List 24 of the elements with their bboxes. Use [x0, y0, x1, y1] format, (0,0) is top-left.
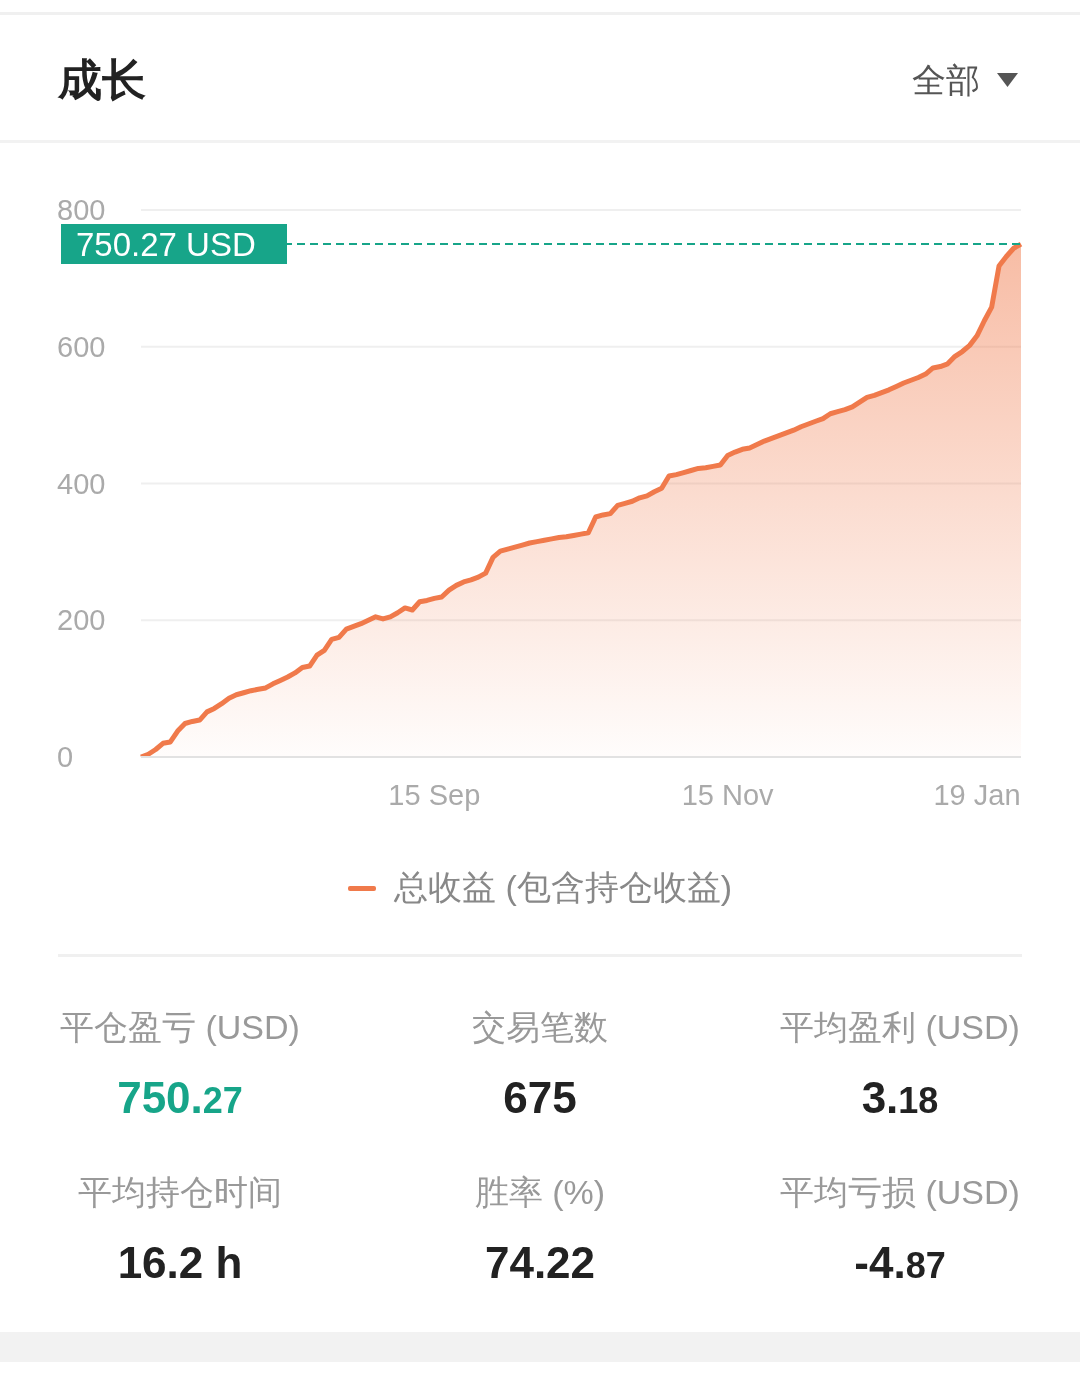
y-tick-label: 600 [57, 330, 106, 363]
text: 750.27 [116, 1072, 244, 1124]
text: 平仓盈亏 (USD) [59, 1007, 301, 1048]
text: 全部 [912, 60, 980, 101]
x-tick-label: 15 Sep [388, 779, 481, 811]
text: 交易笔数 [471, 1007, 609, 1048]
y-tick-label: 0 [57, 741, 74, 774]
x-tick-label: 19 Jan [933, 779, 1021, 811]
text: 3.18 [860, 1072, 940, 1124]
text: 16.2 h [116, 1237, 244, 1289]
y-tick-label: 400 [57, 467, 106, 500]
text: 平均盈利 (USD) [779, 1007, 1021, 1048]
text: -4.87 [853, 1237, 947, 1289]
text: 675 [502, 1072, 578, 1124]
x-tick-label: 15 Nov [681, 779, 775, 811]
text: 胜率 (%) [473, 1172, 607, 1213]
ref-line-label: 750.27 USD [76, 225, 256, 263]
text: 平均亏损 (USD) [779, 1172, 1021, 1213]
text: 平均持仓时间 [77, 1172, 283, 1213]
chart-title: 成长 [58, 54, 146, 106]
y-tick-label: 200 [57, 604, 106, 637]
legend-label: 总收益 (包含持仓收益) [393, 867, 733, 908]
y-tick-label: 800 [57, 194, 106, 227]
text: 74.22 [483, 1237, 597, 1289]
